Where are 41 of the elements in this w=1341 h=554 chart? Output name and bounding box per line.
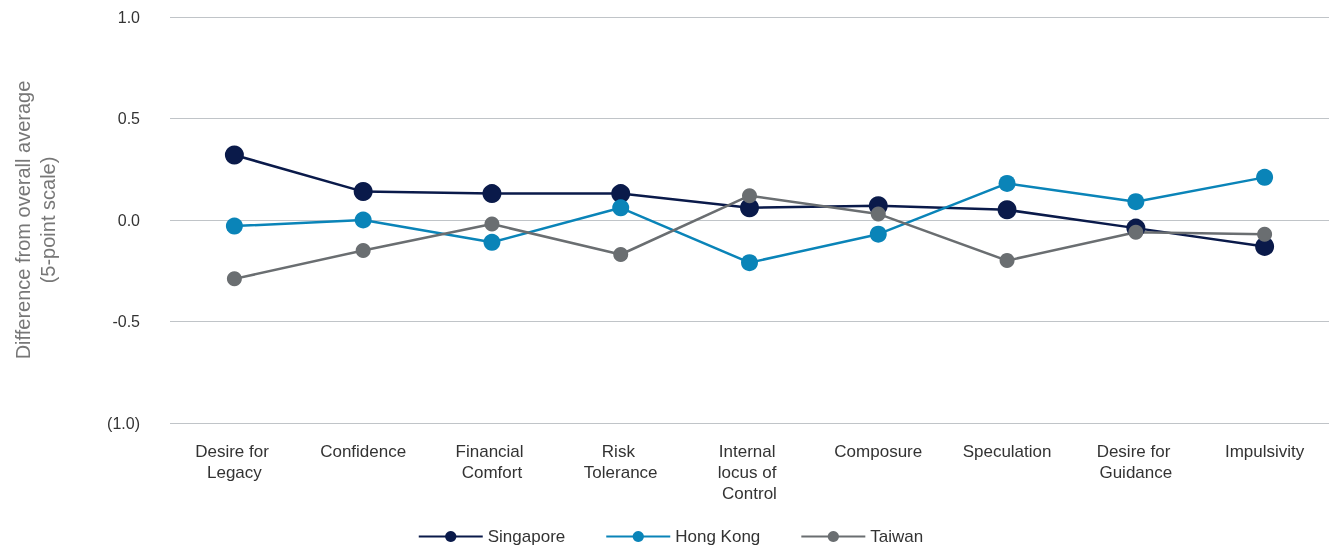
y-tick-label: 1.0 — [117, 8, 141, 26]
point — [484, 216, 500, 232]
point — [741, 254, 758, 272]
point — [997, 200, 1017, 220]
legend-label: Singapore — [487, 527, 566, 546]
y-axis-title: Difference from overall average (5-point scale) — [11, 80, 59, 360]
point — [870, 206, 886, 222]
x-tick-label: Risk Tolerance — [583, 442, 658, 482]
x-tick-label: Desire for Guidance — [1096, 442, 1176, 482]
x-tick-label: Impulsivity — [1224, 442, 1305, 461]
point — [998, 174, 1016, 192]
y-tick-label: 0.0 — [117, 211, 141, 229]
point — [1257, 226, 1273, 242]
legend-label: Hong Kong — [675, 527, 761, 546]
y-tick-label: 0.5 — [117, 110, 141, 127]
point — [999, 253, 1015, 269]
x-tick-label: Speculation — [962, 442, 1052, 461]
point — [612, 199, 630, 217]
point — [482, 184, 502, 204]
x-tick-label: Confidence — [320, 442, 407, 461]
y-tick-label: -0.5 — [112, 313, 141, 330]
point — [611, 184, 631, 204]
x-tick-label: Internal locus of Control — [717, 442, 782, 503]
point — [1127, 193, 1145, 211]
point — [355, 242, 371, 258]
point — [1128, 224, 1144, 240]
x-tick-label: Composure — [834, 442, 923, 461]
point — [224, 145, 244, 165]
x-tick-label: Financial Comfort — [455, 442, 529, 482]
legend-label: Taiwan — [870, 527, 924, 546]
y-tick-label: (1.0) — [107, 414, 140, 432]
point — [869, 225, 887, 243]
point — [613, 247, 629, 263]
x-tick-label: Desire for Legacy — [195, 442, 274, 482]
point — [483, 233, 501, 251]
point — [353, 182, 373, 202]
point — [742, 188, 757, 204]
point — [1256, 168, 1274, 186]
point — [225, 217, 243, 235]
point — [354, 211, 372, 229]
point — [226, 271, 242, 287]
